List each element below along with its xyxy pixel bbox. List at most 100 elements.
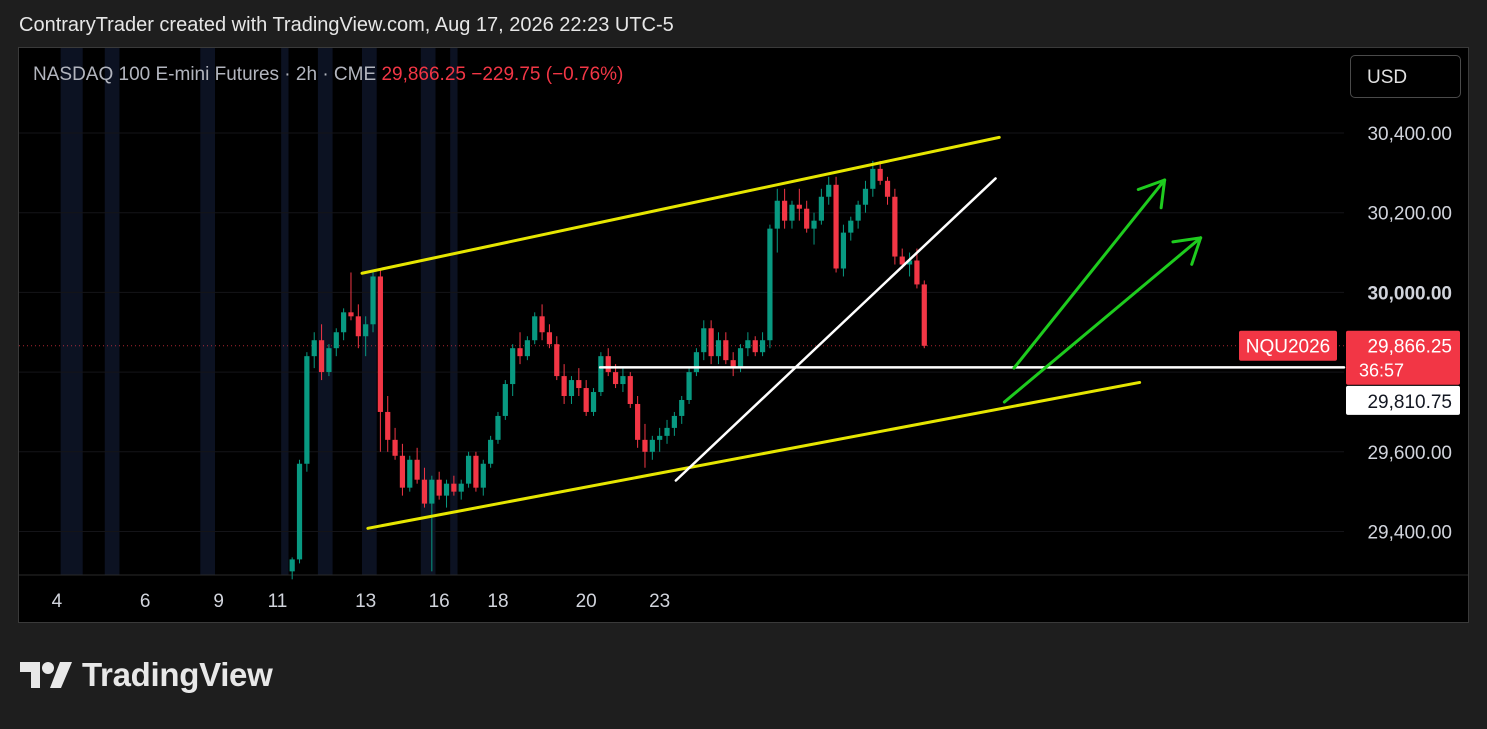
candle-up [590, 388, 597, 416]
candle-body [488, 439, 494, 464]
candle-up [664, 419, 670, 444]
candle-down [635, 396, 641, 448]
candle-down [377, 268, 383, 452]
candle-up [598, 352, 604, 397]
candle-up [465, 451, 472, 488]
bar-countdown: 36:57 [1359, 361, 1404, 381]
candle-up [767, 224, 773, 349]
arrow-head [1190, 236, 1203, 266]
session-shade [281, 48, 289, 575]
candle-up [870, 160, 876, 197]
candle-body [642, 439, 648, 452]
candle-body [862, 188, 869, 205]
candle-body [333, 332, 339, 349]
candle-up [906, 252, 913, 277]
candle-up [296, 459, 303, 564]
tradingview-logo-icon [20, 662, 72, 688]
candle-body [884, 180, 891, 197]
candle-up [568, 376, 575, 404]
candle-up [671, 411, 677, 436]
symbol-tag-bg [1239, 330, 1337, 361]
chart-attribution: ContraryTrader created with TradingView.… [19, 14, 674, 36]
candle-body [392, 439, 398, 456]
candle-body [759, 340, 766, 353]
candle-down [561, 364, 567, 404]
candle-body [657, 435, 663, 440]
candle-body [921, 284, 927, 346]
candle-body [693, 352, 700, 373]
price-tick-label: 30,000.00 [1367, 283, 1452, 304]
candle-body [517, 348, 523, 357]
candle-down [752, 336, 758, 357]
candle-body [833, 184, 839, 269]
session-shade [450, 48, 458, 575]
candle-body [701, 328, 707, 353]
candle-up [304, 352, 310, 472]
time-tick-label: 18 [487, 591, 508, 612]
candle-up [826, 176, 832, 205]
candle-down [583, 380, 589, 416]
candle-down [782, 188, 788, 229]
price-axis [1344, 48, 1468, 575]
candle-up [488, 435, 494, 468]
candle-down [921, 280, 927, 349]
chart-panel[interactable]: 30,400.00 30,200.00 30,000.00 29,600.00 29,4… [18, 47, 1469, 623]
candle-body [363, 324, 369, 337]
candle-body [782, 200, 788, 221]
tradingview-logo: TradingView [20, 656, 273, 694]
session-shade [317, 48, 333, 575]
candle-body [568, 380, 575, 397]
candle-down [385, 396, 391, 452]
candle-up [840, 224, 847, 277]
candle-body [458, 483, 464, 492]
candle-body [679, 399, 685, 416]
candle-body [495, 415, 501, 440]
candle-down [554, 336, 560, 381]
candle-body [524, 340, 530, 357]
candle-up [495, 411, 501, 444]
time-tick-label: 20 [576, 591, 597, 612]
candle-down [884, 176, 891, 205]
candle-body [510, 348, 516, 385]
arrow-head [1159, 178, 1167, 210]
session-shade [200, 48, 215, 575]
candle-body [752, 340, 758, 353]
candle-body [605, 356, 611, 373]
candle-up [289, 557, 295, 580]
candle-up [649, 435, 655, 460]
time-tick-label: 11 [268, 591, 288, 612]
candle-body [399, 455, 406, 488]
candle-body [848, 220, 854, 233]
time-tick-label: 16 [429, 591, 450, 612]
candle-up [620, 368, 626, 393]
candle-body [914, 260, 920, 285]
support-price-tag-bg [1346, 385, 1460, 415]
time-tick-label: 9 [213, 591, 224, 612]
candle-body [899, 256, 905, 265]
candle-body [576, 380, 582, 389]
time-tick-label: 4 [52, 591, 63, 612]
candlestick-chart[interactable]: 30,400.00 30,200.00 30,000.00 29,600.00 29,4… [19, 48, 1468, 622]
candle-up [855, 200, 861, 229]
candle-body [296, 463, 303, 560]
candle-up [502, 380, 508, 420]
candle-body [855, 204, 861, 221]
candle-body [686, 372, 692, 400]
candle-down [318, 324, 325, 381]
currency-button[interactable]: USD [1350, 55, 1461, 98]
candle-body [598, 356, 604, 393]
candle-body [818, 196, 824, 221]
candle-body [892, 196, 898, 257]
session-shade [104, 48, 120, 575]
candle-body [627, 376, 633, 404]
candle-body [377, 276, 383, 412]
candle-body [789, 204, 795, 221]
lower-channel-line [366, 380, 1142, 530]
candle-body [620, 376, 626, 385]
tradingview-wordmark: TradingView [82, 656, 273, 693]
candle-up [818, 188, 824, 225]
candle-down [421, 467, 428, 508]
candle-down [642, 423, 648, 468]
candle-down [414, 447, 420, 484]
rising-trendline [674, 177, 997, 482]
